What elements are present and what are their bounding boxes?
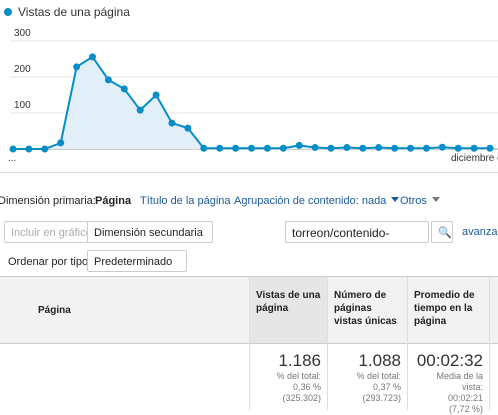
chart-title[interactable]: Vistas de una página [18,5,130,19]
point [216,144,224,152]
point [407,144,414,152]
point [9,145,17,153]
point [391,144,399,152]
point [454,144,462,152]
col-header[interactable]: Vistas de una página [250,277,328,343]
point [25,145,33,153]
total-note: % del total: [356,371,401,381]
sort-label: Ordenar por tipo: [8,256,92,268]
total-value: 1.088 [358,351,401,370]
total-cell: 00:02:32 Media de la vista: 00:02:21 (7,72 … [408,343,490,414]
point [89,53,96,61]
point [327,144,335,152]
total-cell: 1.088% del total: 0,37 % (293.723) [328,343,408,410]
col-header[interactable]: Número de páginas vistas únicas [328,277,408,343]
point [279,144,287,152]
x-label: ... [8,153,16,164]
point [120,85,128,93]
table-top [0,276,498,277]
point [136,106,144,114]
secondary-text: Dimensión secundaria [94,227,203,239]
total-cell: 1.186% del total: 0,36 % (325.302) [250,343,328,410]
total-pct: 0,37 % [372,382,401,392]
point [438,143,446,151]
total-pct: 0,36 % [292,382,321,392]
total-value: 00:02:32 [416,351,483,370]
point [73,63,81,71]
cell [0,343,250,410]
primary-label: Dimensión primaria: [0,195,96,207]
point [470,144,478,152]
col-header[interactable]: Promedio de tiempo en la página [408,277,490,343]
point [57,139,65,147]
point [168,119,176,127]
total-base: (7,72 %) [448,404,483,414]
group-label: Agrupación de contenido: [234,195,359,207]
point [375,144,383,152]
point [486,144,494,152]
x-label: diciembre de [451,153,498,164]
secondary-dropdown[interactable]: Dimensión secundaria [87,221,213,256]
group-tab[interactable]: Agrupación de contenido: nada [234,195,400,207]
point [359,144,367,152]
chart: Vistas de una página 100 200 300... diciemb… [4,5,498,164]
extra-col [490,277,498,343]
area [13,56,490,150]
total-pct: 00:02:21 [447,393,483,403]
y-tick-label: 100 [14,100,31,111]
sort-text: Predeterminado [94,256,173,268]
total-note: Media de la vista: [436,371,483,392]
col-header[interactable]: Página [12,277,250,343]
point [263,144,271,152]
point [295,141,303,149]
point [311,144,319,152]
point [184,124,192,132]
others[interactable]: Otros [400,195,440,207]
others-text: Otros [400,195,427,207]
tab-active[interactable]: Página [95,195,132,207]
divider [0,172,498,173]
point [248,144,255,152]
group-value: nada [361,195,387,207]
total-base: (325.302) [282,393,321,403]
tab-title[interactable]: Título de la página [140,195,231,207]
legend-dot [4,8,12,16]
point [422,144,430,152]
y-tick-label: 300 [14,28,31,39]
point [343,144,351,152]
point [152,91,160,99]
search-button[interactable]: 🔍 [431,221,453,243]
total-base: (293.723) [362,393,401,403]
include-button[interactable]: Incluir en gráfico [4,221,99,243]
total-note: % del total: [276,371,321,381]
advanced-link[interactable]: avanzad [462,226,498,238]
search-input[interactable]: torreon/contenido-prime/ [285,221,429,243]
y-tick-label: 200 [14,64,31,75]
point [200,144,208,152]
total-value: 1.186 [278,351,321,370]
point [104,76,112,84]
point [41,145,49,153]
point [232,144,240,152]
sort-dropdown[interactable]: Predeterminado [87,250,187,285]
